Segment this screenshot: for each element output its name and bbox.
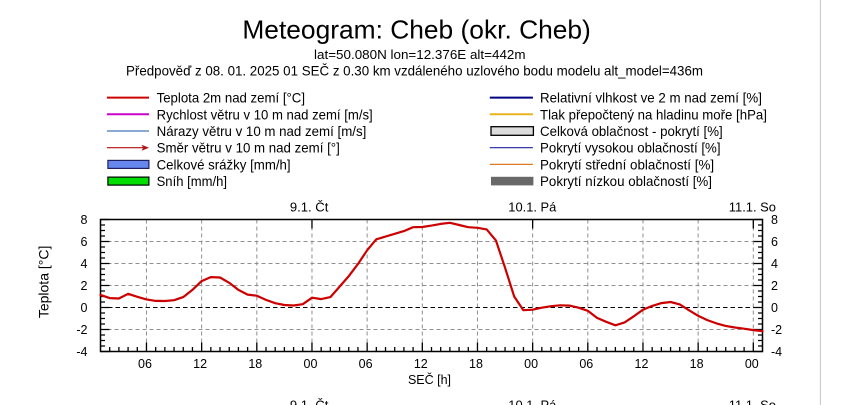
svg-text:11.1. So: 11.1. So bbox=[729, 201, 776, 215]
svg-text:-2: -2 bbox=[76, 323, 87, 337]
svg-text:10.1. Pá: 10.1. Pá bbox=[508, 201, 556, 215]
svg-text:00: 00 bbox=[304, 357, 318, 371]
svg-text:00: 00 bbox=[745, 357, 759, 371]
svg-text:Celkové srážky [mm/h]: Celkové srážky [mm/h] bbox=[157, 156, 291, 172]
svg-text:06: 06 bbox=[579, 357, 593, 371]
svg-text:Pokrytí střední oblačností [%]: Pokrytí střední oblačností [%] bbox=[540, 156, 714, 172]
svg-text:12: 12 bbox=[414, 357, 428, 371]
svg-text:Sníh [mm/h]: Sníh [mm/h] bbox=[157, 173, 227, 189]
svg-text:lat=50.080N lon=12.376E alt=44: lat=50.080N lon=12.376E alt=442m bbox=[314, 48, 526, 62]
svg-text:00: 00 bbox=[524, 357, 538, 371]
svg-text:06: 06 bbox=[138, 357, 152, 371]
svg-text:Meteogram: Cheb (okr. Cheb): Meteogram: Cheb (okr. Cheb) bbox=[242, 15, 591, 45]
svg-text:11.1. So: 11.1. So bbox=[729, 399, 776, 405]
svg-text:Rychlost větru v 10 m nad zemí: Rychlost větru v 10 m nad zemí [m/s] bbox=[157, 106, 373, 122]
svg-text:Pokrytí nízkou oblačností [%]: Pokrytí nízkou oblačností [%] bbox=[540, 173, 712, 189]
svg-text:18: 18 bbox=[248, 357, 262, 371]
svg-text:8: 8 bbox=[81, 213, 88, 227]
svg-text:06: 06 bbox=[359, 357, 373, 371]
svg-text:10.1. Pá: 10.1. Pá bbox=[508, 399, 556, 405]
svg-text:-4: -4 bbox=[771, 345, 782, 359]
svg-text:2: 2 bbox=[771, 279, 778, 293]
svg-text:4: 4 bbox=[81, 257, 88, 271]
svg-text:Teplota [°C]: Teplota [°C] bbox=[36, 246, 52, 319]
svg-text:9.1. Čt: 9.1. Čt bbox=[290, 200, 329, 215]
svg-text:9.1. Čt: 9.1. Čt bbox=[290, 398, 329, 405]
svg-text:6: 6 bbox=[771, 235, 778, 249]
svg-text:18: 18 bbox=[690, 357, 704, 371]
svg-text:SEČ [h]: SEČ [h] bbox=[408, 372, 451, 387]
svg-text:6: 6 bbox=[81, 235, 88, 249]
svg-text:2: 2 bbox=[81, 279, 88, 293]
svg-text:-4: -4 bbox=[76, 345, 87, 359]
svg-text:Celková oblačnost - pokrytí [%: Celková oblačnost - pokrytí [%] bbox=[540, 123, 723, 139]
svg-text:Relativní vlhkost ve 2 m nad z: Relativní vlhkost ve 2 m nad zemí [%] bbox=[540, 90, 762, 106]
svg-text:4: 4 bbox=[771, 257, 778, 271]
svg-text:Předpověď z 08. 01. 2025 01 SE: Předpověď z 08. 01. 2025 01 SEČ z 0.30 k… bbox=[126, 63, 703, 79]
svg-text:Směr větru v 10 m nad zemí [°]: Směr větru v 10 m nad zemí [°] bbox=[157, 140, 340, 156]
svg-text:8: 8 bbox=[771, 213, 778, 227]
svg-text:12: 12 bbox=[635, 357, 649, 371]
svg-text:Tlak přepočtený na hladinu moř: Tlak přepočtený na hladinu moře [hPa] bbox=[540, 106, 767, 122]
svg-text:Nárazy větru v 10 m nad zemí [: Nárazy větru v 10 m nad zemí [m/s] bbox=[157, 123, 367, 139]
svg-text:0: 0 bbox=[771, 301, 778, 315]
svg-text:0: 0 bbox=[81, 301, 88, 315]
svg-text:-2: -2 bbox=[771, 323, 782, 337]
svg-text:12: 12 bbox=[193, 357, 207, 371]
svg-text:Teplota 2m nad zemí [°C]: Teplota 2m nad zemí [°C] bbox=[157, 90, 305, 106]
svg-text:Pokrytí vysokou oblačností [%]: Pokrytí vysokou oblačností [%] bbox=[540, 140, 721, 156]
svg-text:18: 18 bbox=[469, 357, 483, 371]
